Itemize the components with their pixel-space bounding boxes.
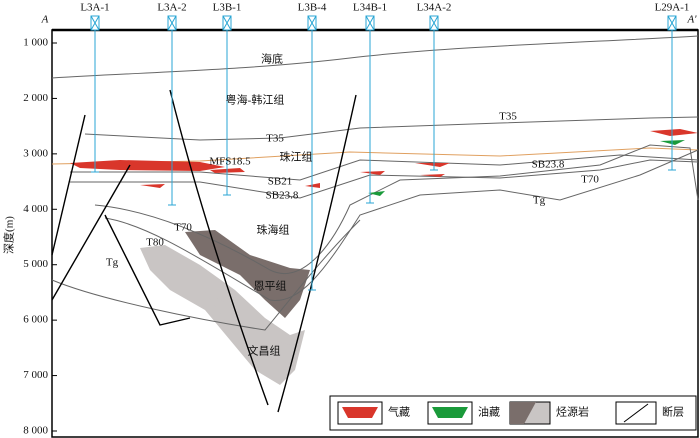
wellhead-mark (667, 15, 677, 31)
legend-swatch (432, 407, 468, 418)
tick-label: 8 000 (23, 425, 48, 437)
horizon (51, 219, 361, 331)
wellhead-mark (429, 15, 439, 31)
section-start: A (41, 14, 49, 26)
layer-label: 文昌组 (248, 344, 281, 358)
gas-reservoir (650, 129, 698, 136)
fault (277, 94, 357, 413)
tick-label: 7 000 (23, 369, 48, 381)
tick-label: 3 000 (23, 147, 48, 159)
horizon (84, 116, 699, 141)
layer-label: Tg (533, 195, 546, 207)
legend-label: 烃源岩 (556, 405, 589, 419)
fault (104, 214, 191, 326)
layer-label: SB21 (268, 176, 292, 188)
layer-label: T70 (581, 174, 599, 186)
layer-label: 珠海组 (257, 223, 290, 237)
wellhead-mark (222, 15, 232, 31)
frame (51, 29, 699, 438)
well-name: L34B-1 (353, 2, 387, 14)
layer-label: SB23.8 (532, 159, 565, 171)
section-end: A' (686, 14, 697, 26)
well-name: L3B-1 (213, 2, 242, 14)
layer-label: T70 (174, 222, 192, 234)
legend-label: 气藏 (388, 405, 410, 419)
horizon (104, 149, 699, 301)
legend-label: 油藏 (478, 405, 500, 419)
gas-reservoir (70, 160, 225, 171)
layer-label: T80 (146, 237, 164, 249)
wellhead-mark (307, 15, 317, 31)
well-name: L29A-1 (655, 2, 690, 14)
layer-label: MFS18.5 (209, 156, 251, 168)
tick-label: 5 000 (23, 258, 48, 270)
horizon (51, 35, 699, 79)
legend-label: 断层 (662, 405, 684, 419)
layer-label: 粤海-韩江组 (226, 93, 285, 107)
legend-swatch-box (615, 401, 657, 425)
fault (169, 89, 269, 406)
layer-label: Tg (106, 257, 119, 269)
fault (51, 114, 86, 256)
legend-swatch (342, 407, 378, 418)
layer-label: T35 (266, 133, 284, 145)
wellhead-mark (90, 15, 100, 31)
legend-swatch (510, 402, 536, 424)
well-name: L34A-2 (417, 2, 452, 14)
well-name: L3A-1 (80, 2, 109, 14)
tick-label: 4 000 (23, 203, 48, 215)
tick-label: 2 000 (23, 92, 48, 104)
layer-label: 恩平组 (254, 279, 287, 293)
well-name: L3B-4 (298, 2, 327, 14)
legend-swatch-box (427, 401, 473, 425)
source-rock (205, 292, 290, 360)
tick-label: 6 000 (23, 314, 48, 326)
well-name: L3A-2 (157, 2, 186, 14)
layer-label: T35 (499, 111, 517, 123)
horizon (94, 144, 699, 275)
wellhead-mark (167, 15, 177, 31)
legend-swatch (623, 403, 649, 423)
legend-swatch-box (337, 401, 383, 425)
layer-label: 海底 (261, 52, 283, 66)
layer-label: 珠江组 (280, 150, 313, 164)
wellhead-mark (365, 15, 375, 31)
axis-title: 深度(m) (2, 216, 16, 254)
tick-label: 1 000 (23, 37, 48, 49)
fault (51, 164, 131, 301)
layer-label: SB23.8 (266, 190, 299, 202)
horizon (70, 154, 699, 181)
